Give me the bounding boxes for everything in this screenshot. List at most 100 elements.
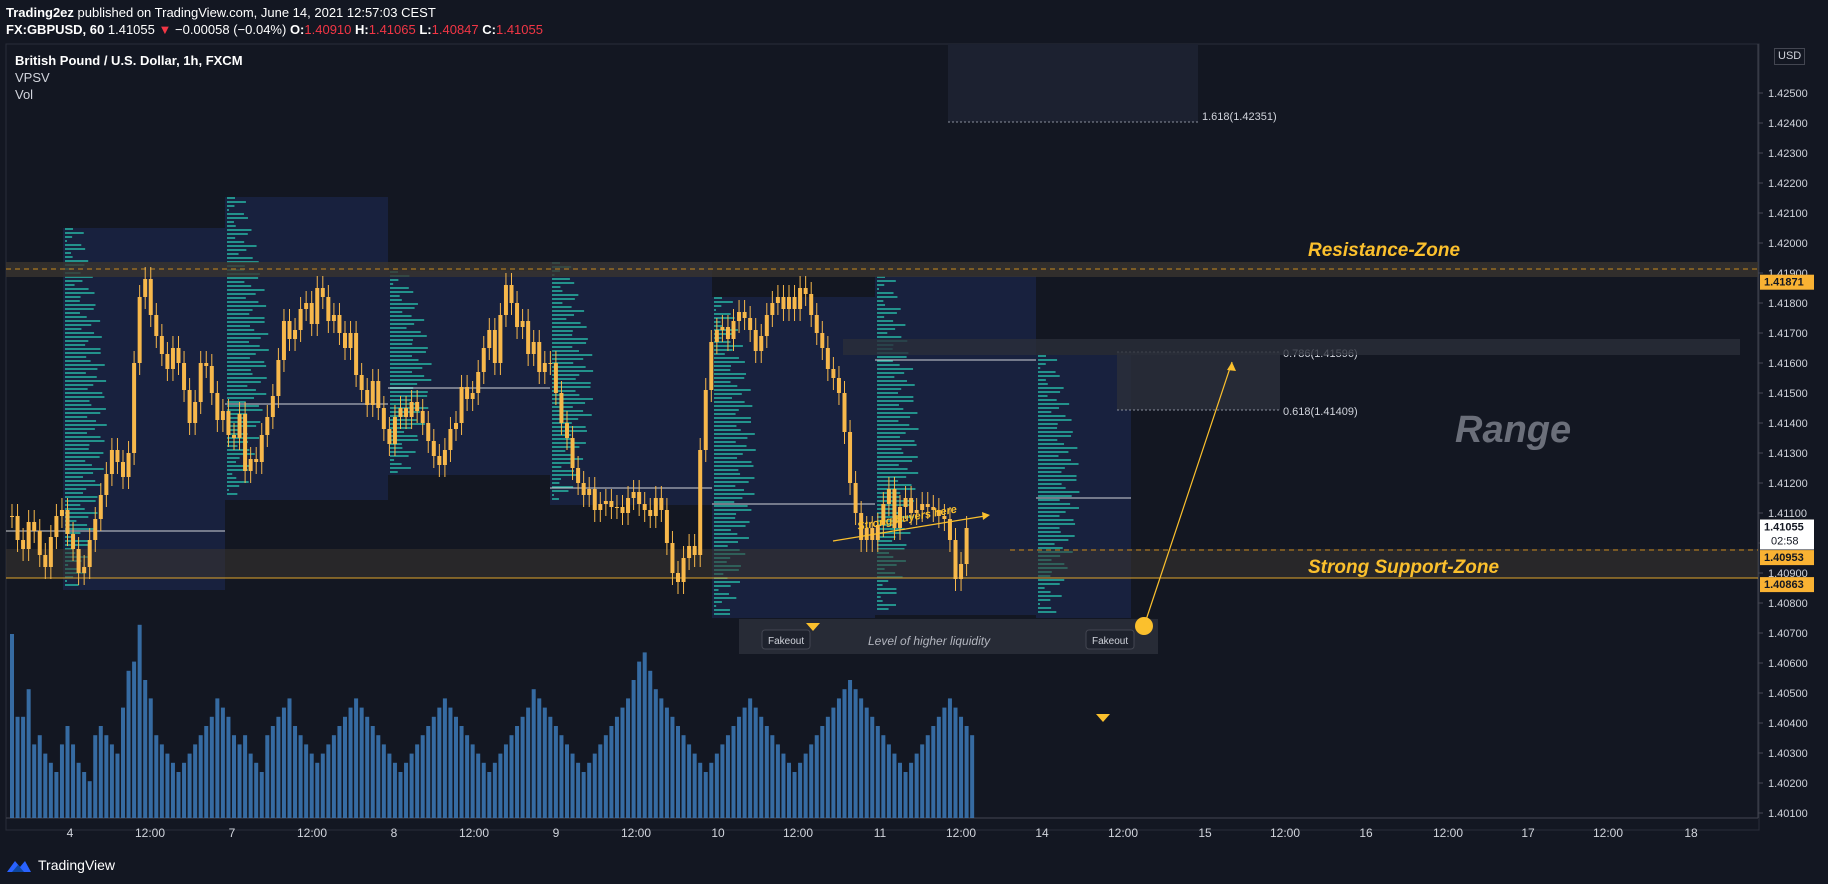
profile-bar (714, 437, 748, 439)
profile-bar (552, 454, 574, 456)
profile-bar (65, 424, 107, 426)
candle-body (121, 462, 125, 477)
profile-bar (552, 302, 563, 304)
volume-bar (781, 753, 786, 818)
candle-body (842, 393, 847, 432)
profile-bar (65, 348, 101, 350)
profile-bar (227, 417, 247, 419)
candle-body (442, 450, 447, 465)
profile-bar (65, 228, 73, 230)
volume-bar (692, 753, 697, 818)
volume-bar (898, 762, 902, 818)
profile-bar (227, 197, 235, 199)
profile-bar (227, 457, 240, 459)
profile-bar (227, 481, 249, 483)
profile-bar (552, 490, 569, 492)
volume-bar (664, 707, 669, 818)
profile-bar (1038, 483, 1062, 485)
profile-bar (714, 449, 756, 451)
profile-bar (877, 440, 915, 442)
candle-body (476, 372, 481, 393)
profile-bar (714, 393, 742, 395)
candle-body (492, 330, 497, 363)
volume-bar (259, 772, 264, 818)
profile-bar (227, 301, 259, 303)
time-tick-label: 12:00 (1433, 826, 1463, 840)
profile-bar (877, 412, 918, 414)
profile-bar (552, 438, 573, 440)
candle-body (936, 510, 941, 516)
profile-bar (714, 325, 723, 327)
profile-bar (390, 379, 432, 381)
volume-bar (836, 698, 841, 818)
profile-bar (1038, 591, 1051, 593)
high-value: 1.41065 (368, 22, 416, 37)
candle-body (853, 483, 858, 513)
profile-bar (877, 376, 895, 378)
tradingview-logo-icon (7, 861, 31, 872)
profile-bar (877, 452, 904, 454)
volume-bar (909, 762, 914, 818)
candle-body (165, 354, 170, 369)
profile-bar (65, 360, 91, 362)
candle-body (920, 504, 925, 510)
profile-bar (65, 504, 81, 506)
legend-indicator-vol[interactable]: Vol (15, 87, 34, 102)
candle-body (132, 363, 137, 453)
profile-bar (65, 500, 96, 502)
time-tick-label: 9 (553, 826, 560, 840)
footer-brand[interactable]: TradingView (38, 857, 116, 873)
profile-bar (877, 332, 888, 334)
price-tick-label: 1.40600 (1768, 658, 1808, 670)
profile-bar (714, 425, 737, 427)
price-marker-label: 1.41055 (1764, 522, 1804, 534)
legend-title[interactable]: British Pound / U.S. Dollar, 1h, FXCM (15, 53, 243, 68)
profile-bar (390, 295, 400, 297)
volume-bar (581, 772, 586, 818)
volume-bar (970, 735, 975, 818)
profile-bar (1038, 443, 1065, 445)
price-axis: 1.42500 1.42400 1.42300 1.42200 1.42100 1.420… (1758, 88, 1814, 820)
volume-bar (315, 762, 320, 818)
profile-bar (877, 324, 906, 326)
legend-indicator-vpsv[interactable]: VPSV (15, 70, 50, 85)
profile-bar (1038, 471, 1062, 473)
profile-bar (714, 313, 731, 315)
profile-bar (877, 480, 899, 482)
profile-bar (877, 292, 894, 294)
profile-bar (714, 541, 739, 543)
profile-bar (714, 421, 752, 423)
volume-bar (576, 762, 581, 818)
volume-bar (748, 698, 753, 818)
profile-bar (552, 350, 579, 352)
profile-bar (552, 282, 575, 284)
profile-bar (1038, 387, 1064, 389)
candle-body (348, 333, 353, 348)
profile-bar (877, 316, 885, 318)
volume-bar (881, 735, 886, 818)
profile-bar (877, 360, 893, 362)
profile-bar (227, 237, 236, 239)
profile-bar (552, 418, 579, 420)
volume-bar (37, 735, 42, 818)
profile-bar (65, 376, 97, 378)
profile-bar (227, 213, 244, 215)
candle-body (215, 393, 220, 420)
candle-body (881, 504, 886, 525)
candle-body (159, 336, 164, 354)
profile-bar (65, 352, 101, 354)
profile-bar (877, 392, 898, 394)
volume-bar (864, 707, 869, 818)
candle-body (709, 342, 714, 390)
time-tick-label: 12:00 (783, 826, 813, 840)
candle-body (781, 297, 786, 309)
profile-bar (65, 248, 86, 250)
volume-bar (137, 624, 142, 818)
author-name[interactable]: Trading2ez (6, 5, 74, 20)
profile-bar (714, 309, 716, 311)
volume-bar (76, 762, 81, 818)
price-tick-label: 1.41500 (1768, 388, 1808, 400)
currency-label[interactable]: USD (1774, 48, 1806, 65)
candle-body (770, 303, 775, 315)
